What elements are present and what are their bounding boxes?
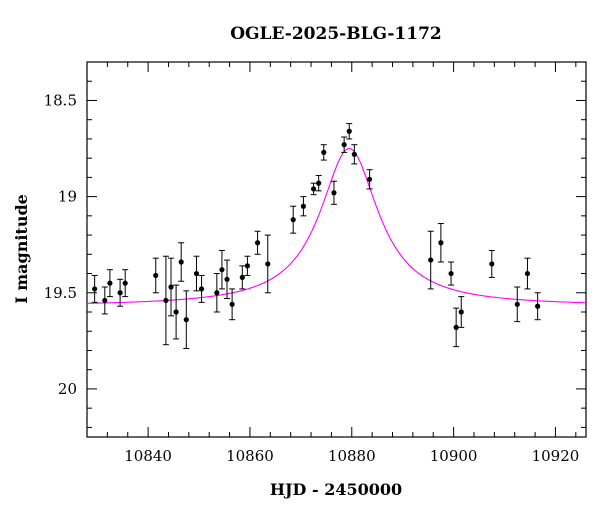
data-point — [290, 205, 297, 234]
point-marker — [92, 286, 98, 292]
data-point — [152, 257, 159, 294]
y-tick-label: 19.5 — [44, 284, 77, 302]
data-point — [341, 136, 348, 153]
point-marker — [453, 324, 459, 330]
data-point — [91, 274, 98, 303]
point-marker — [331, 190, 337, 196]
point-marker — [198, 286, 205, 292]
point-marker — [366, 176, 373, 182]
y-axis-label: I magnitude — [12, 194, 31, 304]
chart-title: OGLE-2025-BLG-1172 — [230, 24, 442, 44]
data-point — [168, 257, 175, 317]
data-point — [366, 169, 373, 190]
data-point — [514, 286, 521, 323]
model-curve — [86, 147, 587, 304]
point-marker — [448, 270, 454, 277]
data-point — [162, 255, 169, 346]
y-tick-label: 20 — [58, 380, 77, 398]
data-point — [218, 249, 225, 290]
data-point — [117, 278, 124, 307]
point-marker — [265, 261, 271, 267]
x-tick-label: 10920 — [532, 447, 580, 465]
point-marker — [229, 301, 235, 307]
data-point — [178, 242, 185, 282]
point-marker — [224, 276, 230, 282]
data-point — [524, 257, 531, 290]
data-points — [91, 123, 541, 350]
data-point — [488, 249, 495, 278]
point-marker — [458, 309, 464, 315]
point-marker — [351, 151, 357, 157]
plot-frame — [86, 61, 587, 438]
data-point — [448, 261, 455, 286]
y-tick-label: 18.5 — [44, 91, 77, 109]
point-marker — [173, 309, 179, 315]
data-point — [193, 255, 200, 292]
point-marker — [244, 263, 250, 269]
x-tick-label: 10880 — [328, 447, 376, 465]
data-point — [351, 144, 358, 165]
point-marker — [163, 297, 169, 304]
point-marker — [254, 240, 261, 246]
point-marker — [341, 142, 347, 148]
x-tick-label: 10860 — [226, 447, 274, 465]
point-marker — [316, 180, 322, 186]
point-marker — [489, 261, 495, 267]
point-marker — [290, 217, 296, 223]
point-marker — [310, 186, 317, 192]
data-point — [310, 182, 317, 196]
point-marker — [300, 203, 307, 209]
data-point — [198, 274, 205, 303]
y-tick-label: 19 — [58, 188, 77, 206]
data-point — [213, 273, 220, 313]
x-tick-label: 10840 — [124, 447, 172, 465]
data-point — [254, 230, 261, 255]
data-point — [427, 230, 434, 290]
point-marker — [346, 128, 352, 134]
point-marker — [524, 270, 531, 277]
data-point — [244, 255, 251, 276]
point-marker — [168, 284, 174, 290]
data-point — [173, 284, 180, 340]
point-marker — [183, 317, 189, 323]
data-point — [453, 307, 460, 348]
x-tick-label: 10900 — [430, 447, 478, 465]
point-marker — [438, 240, 444, 246]
point-marker — [122, 280, 128, 286]
x-axis-label: HJD - 2450000 — [270, 480, 402, 499]
point-marker — [321, 149, 327, 155]
data-point — [346, 123, 353, 140]
point-marker — [514, 301, 520, 307]
data-point — [122, 269, 129, 298]
data-point — [239, 265, 246, 290]
point-marker — [193, 270, 200, 277]
point-marker — [239, 274, 245, 280]
data-point — [229, 288, 236, 321]
data-point — [437, 223, 444, 263]
plot-area: 10840 10860 10880 10900 10920 18.5 19 19.5 20 — [44, 61, 587, 465]
data-point — [330, 180, 337, 205]
data-point — [264, 234, 271, 294]
data-point — [224, 259, 231, 300]
data-point — [320, 144, 327, 161]
point-marker — [117, 290, 123, 296]
point-marker — [214, 290, 220, 296]
axis-ticks — [86, 61, 586, 437]
point-marker — [219, 267, 225, 273]
data-point — [101, 286, 108, 315]
tick-labels: 10840 10860 10880 10900 10920 18.5 19 19.5 20 — [44, 91, 580, 465]
point-marker — [153, 272, 159, 279]
data-point — [534, 292, 541, 321]
point-marker — [107, 280, 113, 286]
point-marker — [102, 297, 108, 304]
point-marker — [535, 303, 541, 309]
point-marker — [428, 257, 434, 263]
data-point — [183, 290, 190, 350]
data-point — [106, 269, 113, 298]
data-point — [315, 174, 322, 192]
data-point — [458, 296, 465, 328]
data-point — [300, 196, 307, 217]
point-marker — [178, 259, 184, 265]
